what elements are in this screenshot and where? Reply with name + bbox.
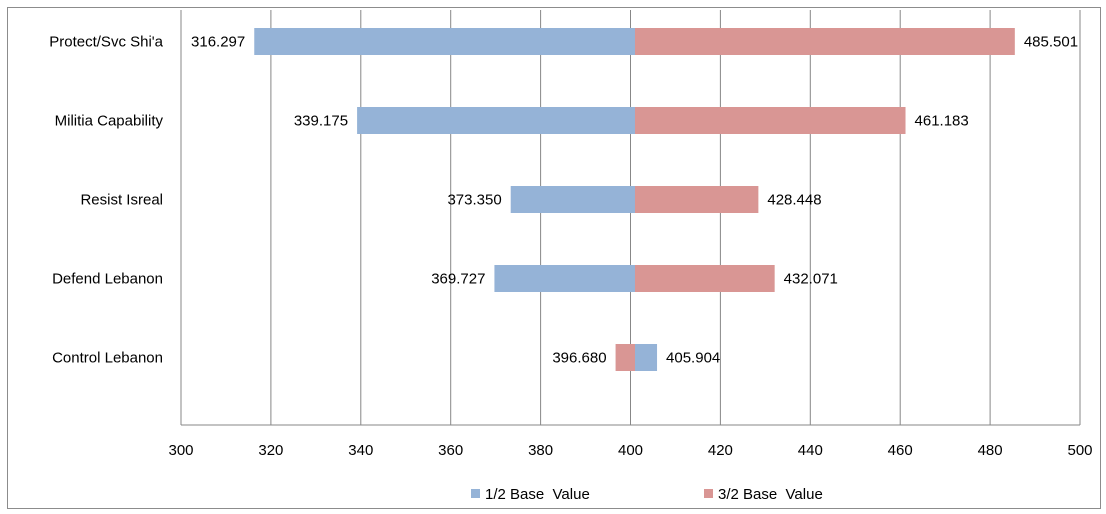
x-tick-labels: 300 320 340 360 380 400 420 440 460 480 500 [168, 442, 1092, 459]
legend: 1/2 Base Value 3/2 Base Value [471, 486, 823, 503]
data-label: 339.175 [294, 113, 348, 130]
legend-label-series-2: 3/2 Base Value [718, 486, 823, 503]
category-label: Militia Capability [55, 113, 164, 130]
data-label: 316.297 [191, 34, 245, 51]
bar-2 [634, 107, 906, 134]
data-label: 405.904 [666, 350, 720, 367]
data-label: 428.448 [767, 192, 821, 209]
data-label: 432.071 [784, 271, 838, 288]
data-label: 369.727 [431, 271, 485, 288]
legend-swatch-series-2 [704, 489, 713, 498]
bar-2 [634, 265, 775, 292]
legend-swatch-series-1 [471, 489, 480, 498]
bar-1 [634, 344, 658, 371]
bar-1 [494, 265, 635, 292]
data-label: 396.680 [552, 350, 606, 367]
x-tick-label: 320 [258, 442, 283, 459]
x-tick-label: 440 [798, 442, 823, 459]
x-tick-label: 300 [168, 442, 193, 459]
x-tick-label: 480 [978, 442, 1003, 459]
x-tick-label: 420 [708, 442, 733, 459]
bar-2 [615, 344, 635, 371]
bar-2 [634, 186, 759, 213]
data-labels: 316.297 485.501 339.175 461.183 373.350 428.4… [191, 34, 1078, 367]
x-tick-label: 400 [618, 442, 643, 459]
bars [254, 28, 1015, 371]
x-tick-label: 380 [528, 442, 553, 459]
chart-frame [7, 7, 1101, 509]
bar-1 [254, 28, 635, 55]
bar-1 [510, 186, 635, 213]
bar-2 [634, 28, 1015, 55]
category-label: Control Lebanon [52, 350, 163, 367]
x-tick-label: 340 [348, 442, 373, 459]
category-label: Resist Isreal [80, 192, 163, 209]
axes [180, 10, 1080, 426]
category-labels: Protect/Svc Shi'a Militia Capability Resis… [49, 34, 163, 367]
data-label: 461.183 [915, 113, 969, 130]
bar-1 [357, 107, 635, 134]
x-tick-label: 460 [888, 442, 913, 459]
legend-label-series-1: 1/2 Base Value [485, 486, 590, 503]
data-label: 485.501 [1024, 34, 1078, 51]
category-label: Defend Lebanon [52, 271, 163, 288]
data-label: 373.350 [447, 192, 501, 209]
x-tick-label: 500 [1067, 442, 1092, 459]
x-tick-label: 360 [438, 442, 463, 459]
category-label: Protect/Svc Shi'a [49, 34, 163, 51]
